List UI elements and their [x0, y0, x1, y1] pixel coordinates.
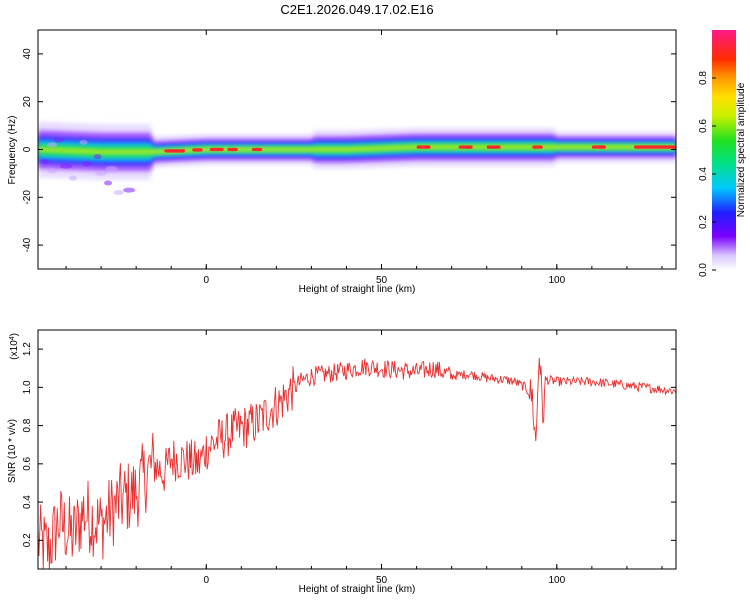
- spectrogram-panel: 0 50 100 -40 -20 0 20 40 Height of straight li…: [7, 29, 677, 295]
- spectrogram-y-ticks: -40 -20 0 20 40: [22, 48, 676, 252]
- spectrogram-x-ticks: 0 50 100: [65, 30, 663, 286]
- snr-series-line: [38, 357, 676, 569]
- snr-panel: 0 50 100 0.2 0.4 0.6 0.8 1.0 1.2 Height of stra…: [7, 329, 677, 595]
- spectrogram-peak-segment: [633, 145, 676, 149]
- spectrogram-y-tick-label: -40: [22, 237, 33, 252]
- spectrogram-noise-patch: [95, 170, 108, 176]
- snr-y-multiplier-close: ): [9, 333, 20, 336]
- spectrogram-y-axis-label: Frequency (Hz): [7, 116, 18, 185]
- spectrogram-noise-patch: [82, 161, 93, 167]
- colorbar-tick-label: 0.8: [698, 71, 709, 85]
- spectrogram-y-tick-label: -20: [22, 190, 33, 205]
- snr-x-ticks: 0 50 100: [65, 330, 663, 586]
- spectrogram-peak-segment: [209, 147, 224, 152]
- spectrogram-peak-segment: [251, 147, 263, 152]
- spectrogram-noise-patch: [41, 158, 50, 164]
- chart-title: C2E1.2026.049.17.02.E16: [280, 2, 433, 17]
- spectrogram-x-tick-label: 0: [203, 275, 209, 286]
- spectrogram-peak-segment: [591, 145, 606, 149]
- spectrogram-noise-patch: [123, 187, 136, 193]
- spectrogram-noise-patch: [69, 175, 78, 181]
- spectrogram-noise-patch: [104, 180, 113, 186]
- spectrogram-peak-segment: [416, 145, 431, 149]
- snr-y-tick-label: 0.6: [22, 456, 33, 470]
- spectrogram-peak-segment: [227, 147, 238, 152]
- spectrogram-heatmap: [38, 121, 676, 196]
- snr-y-multiplier-exp: 4: [9, 336, 16, 340]
- spectrogram-x-tick-label: 50: [376, 275, 388, 286]
- spectrogram-noise-patch: [47, 142, 58, 148]
- spectrogram-peak-segment: [458, 145, 473, 149]
- snr-x-tick-label: 50: [376, 575, 388, 586]
- snr-y-multiplier: (x104): [9, 333, 21, 360]
- snr-y-tick-label: 0.4: [22, 495, 33, 509]
- spectrogram-peak-segment: [532, 145, 543, 149]
- colorbar: 0.0 0.2 0.4 0.6 0.8 Normalized spectral ampl…: [698, 30, 747, 277]
- spectrogram-noise-patch: [54, 137, 65, 143]
- spectrogram-peak-segment: [486, 145, 501, 149]
- spectrogram-noise-patch: [105, 166, 118, 172]
- colorbar-gradient: [712, 30, 736, 270]
- snr-x-tick-label: 0: [203, 575, 209, 586]
- snr-x-tick-label: 100: [548, 575, 565, 586]
- spectrogram-peak-segment: [164, 149, 186, 153]
- spectrogram-x-tick-label: 100: [548, 275, 565, 286]
- colorbar-tick-label: 0.0: [698, 263, 709, 277]
- spectrogram-noise-patch: [113, 190, 124, 196]
- spectrogram-peak-segment: [192, 148, 203, 152]
- snr-y-axis-label: SNR (10 * v/v): [7, 419, 18, 483]
- colorbar-tick-label: 0.4: [698, 167, 709, 181]
- snr-y-multiplier-base: (x10: [9, 340, 20, 360]
- spectrogram-noise-patch: [47, 168, 58, 174]
- spectrogram-noise-patch: [93, 154, 102, 160]
- spectrogram-y-tick-label: 20: [22, 96, 33, 108]
- colorbar-label: Normalized spectral amplitude: [736, 82, 747, 217]
- colorbar-ticks: 0.0 0.2 0.4 0.6 0.8: [698, 71, 716, 277]
- spectrogram-x-axis-label: Height of straight line (km): [299, 284, 416, 295]
- snr-y-tick-label: 0.8: [22, 418, 33, 432]
- spectrogram-y-tick-label: 0: [22, 146, 33, 152]
- colorbar-tick-label: 0.2: [698, 215, 709, 229]
- snr-y-tick-label: 1.0: [22, 380, 33, 394]
- snr-frame: [37, 329, 677, 570]
- snr-y-tick-label: 0.2: [22, 533, 33, 547]
- spectrogram-band: [38, 145, 676, 154]
- colorbar-tick-label: 0.6: [698, 119, 709, 133]
- spectrogram-noise-patch: [60, 163, 73, 169]
- snr-x-axis-label: Height of straight line (km): [299, 584, 416, 595]
- spectrogram-y-tick-label: 40: [22, 48, 33, 60]
- spectrogram-noise-patch: [79, 139, 88, 145]
- snr-y-ticks: 0.2 0.4 0.6 0.8 1.0 1.2: [22, 342, 676, 547]
- snr-y-tick-label: 1.2: [22, 342, 33, 356]
